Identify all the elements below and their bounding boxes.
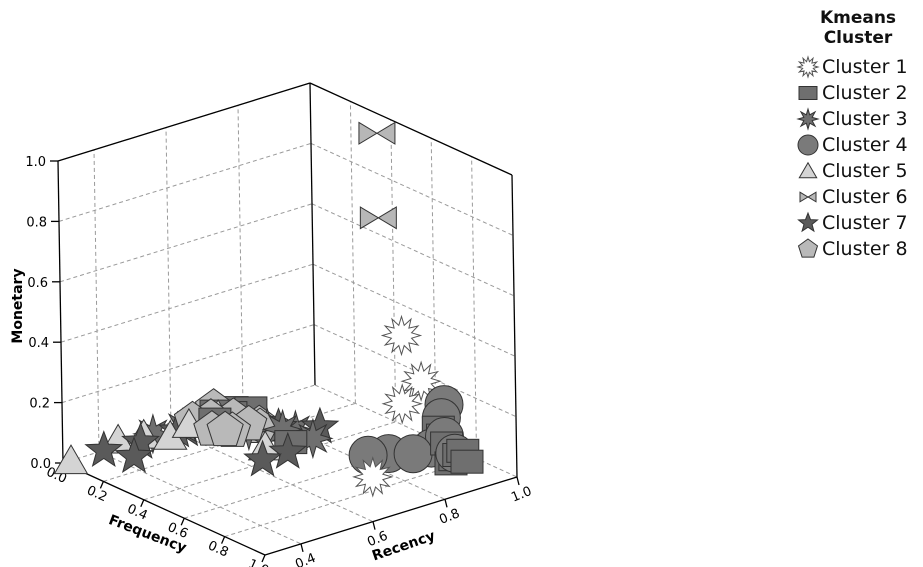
axis-ticks: 0.00.20.40.60.81.00.00.20.40.60.81.00.40… — [25, 155, 534, 567]
legend-item-cluster-3: Cluster 3 — [796, 106, 920, 132]
legend: Kmeans Cluster Cluster 1 Cluster 2 Cluster … — [796, 8, 920, 262]
frequency-tick — [140, 499, 145, 508]
bowtie-marker-icon — [799, 191, 817, 203]
frequency-gridline — [390, 119, 397, 422]
point-cluster-2 — [450, 449, 484, 474]
legend-item-cluster-5: Cluster 5 — [796, 158, 920, 184]
square-marker-icon — [798, 86, 818, 100]
recency-gridline — [93, 149, 100, 452]
recency-tick — [372, 521, 376, 530]
burst-marker-icon — [796, 55, 820, 79]
frequency-tick — [99, 481, 104, 489]
circle-marker-icon — [797, 134, 819, 156]
frequency-gridline — [103, 402, 356, 482]
legend-label: Cluster 3 — [822, 108, 908, 130]
monetary-gridline — [311, 203, 515, 297]
frequency-tick-label: 0.2 — [84, 483, 109, 505]
monetary-gridline — [60, 263, 314, 343]
legend-label: Cluster 6 — [822, 186, 908, 208]
monetary-tick-label: 0.6 — [27, 276, 48, 291]
pentagon-marker-icon — [797, 238, 819, 258]
recency-tick — [516, 476, 520, 486]
point-cluster-8 — [206, 410, 244, 447]
monetary-gridline — [58, 142, 312, 222]
recency-gridline — [237, 105, 244, 408]
recency-tick-label: 1.0 — [509, 484, 534, 506]
legend-label: Cluster 7 — [822, 212, 908, 234]
legend-item-cluster-4: Cluster 4 — [796, 132, 920, 158]
monetary-tick-label: 0.8 — [26, 215, 47, 230]
point-cluster-1 — [381, 383, 423, 425]
legend-item-cluster-1: Cluster 1 — [796, 54, 920, 80]
legend-label: Cluster 8 — [822, 238, 908, 260]
z-axis-label: Monetary — [10, 268, 26, 343]
monetary-tick-label: 0.0 — [30, 457, 51, 472]
point-cluster-6 — [359, 206, 397, 230]
point-cluster-1 — [400, 360, 442, 402]
point-cluster-4 — [393, 434, 433, 474]
legend-item-cluster-2: Cluster 2 — [796, 80, 920, 106]
point-cluster-7 — [114, 436, 154, 474]
monetary-gridline — [61, 324, 315, 404]
triangle-marker-icon — [798, 161, 818, 179]
point-cluster-7 — [84, 430, 124, 468]
legend-label: Cluster 1 — [822, 56, 908, 78]
recency-tick-label: 0.4 — [293, 551, 318, 567]
legend-label: Cluster 4 — [822, 134, 908, 156]
frequency-tick — [221, 536, 226, 544]
point-cluster-5 — [53, 444, 89, 475]
legend-title: Kmeans Cluster — [819, 8, 897, 48]
legend-label: Cluster 5 — [822, 160, 908, 182]
z-axis-line — [57, 160, 64, 464]
top-edge — [57, 82, 311, 162]
frequency-tick-label: 1.0 — [246, 557, 271, 567]
legend-list: Cluster 1 Cluster 2 Cluster 3 Cluster 4 Clus… — [796, 54, 920, 262]
recency-tick-label: 0.6 — [365, 529, 390, 551]
recency-gridline — [165, 127, 172, 430]
monetary-gridline — [59, 203, 313, 283]
legend-item-cluster-6: Cluster 6 — [796, 184, 920, 210]
back-edge — [309, 82, 316, 386]
monetary-tick-label: 0.2 — [29, 397, 50, 412]
legend-item-cluster-8: Cluster 8 — [796, 236, 920, 262]
recency-gridline — [98, 451, 302, 545]
point-cluster-7 — [268, 431, 308, 469]
frequency-gridline — [349, 101, 356, 404]
chart-walls — [50, 82, 520, 563]
point-cluster-7 — [243, 439, 282, 477]
data-points — [53, 121, 484, 498]
frequency-tick-label: 0.8 — [206, 538, 231, 560]
star8-marker-icon — [796, 107, 820, 131]
legend-label: Cluster 2 — [822, 82, 908, 104]
frequency-tick — [180, 517, 185, 526]
x-axis-line — [264, 476, 518, 556]
star5-marker-icon — [797, 211, 819, 233]
point-cluster-1 — [380, 314, 423, 357]
point-cluster-6 — [358, 121, 396, 145]
right-edge — [511, 174, 518, 478]
legend-item-cluster-7: Cluster 7 — [796, 210, 920, 236]
monetary-gridline — [310, 142, 514, 236]
frequency-gridline — [471, 156, 478, 459]
monetary-tick-label: 1.0 — [25, 155, 46, 170]
frequency-gridline — [143, 421, 396, 501]
monetary-gridline — [312, 263, 516, 357]
top-edge — [309, 82, 513, 176]
monetary-tick-label: 0.4 — [28, 336, 49, 351]
recency-tick — [444, 499, 448, 508]
recency-tick-label: 0.8 — [437, 506, 462, 528]
y-axis-line — [62, 462, 266, 556]
recency-tick — [300, 543, 304, 553]
point-cluster-1 — [352, 456, 394, 498]
frequency-tick — [261, 554, 266, 563]
monetary-gridline — [313, 324, 517, 418]
